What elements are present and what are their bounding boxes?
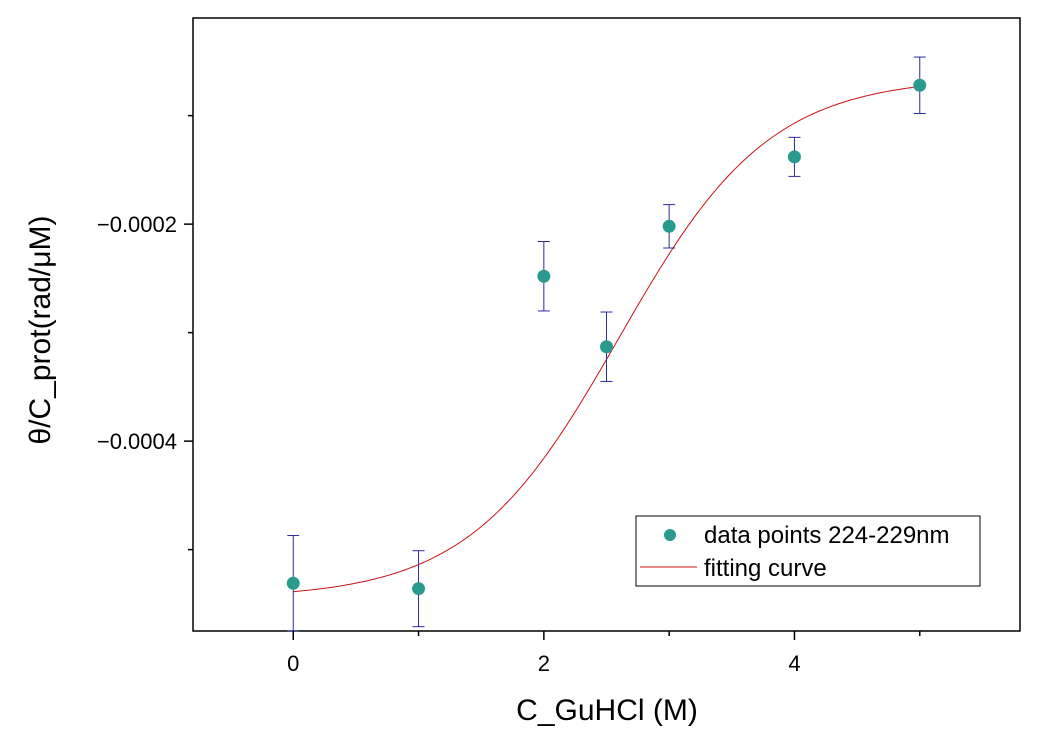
data-point	[412, 582, 426, 596]
data-point	[286, 576, 300, 590]
legend-label-fitting-curve: fitting curve	[704, 555, 827, 582]
data-point	[537, 269, 551, 283]
x-tick-label: 4	[788, 651, 800, 676]
data-point	[600, 340, 613, 354]
legend-marker-data-points	[664, 529, 676, 541]
plot-frame	[192, 17, 1021, 632]
data-point	[913, 78, 927, 92]
y-tick-label: −0.0004	[97, 429, 177, 454]
legend: data points 224-229nm fitting curve	[635, 515, 981, 587]
data-point	[787, 150, 801, 164]
x-tick-label: 2	[538, 651, 550, 676]
data-point	[662, 219, 676, 233]
x-axis-title: C_GuHCl (M)	[516, 694, 698, 727]
y-axis-title: θ/C_prot(rad/μM)	[24, 215, 57, 444]
y-tick-label: −0.0002	[97, 212, 177, 237]
legend-label-data-points: data points 224-229nm	[704, 522, 950, 549]
x-tick-label: 0	[287, 651, 299, 676]
legend-box	[635, 515, 981, 587]
